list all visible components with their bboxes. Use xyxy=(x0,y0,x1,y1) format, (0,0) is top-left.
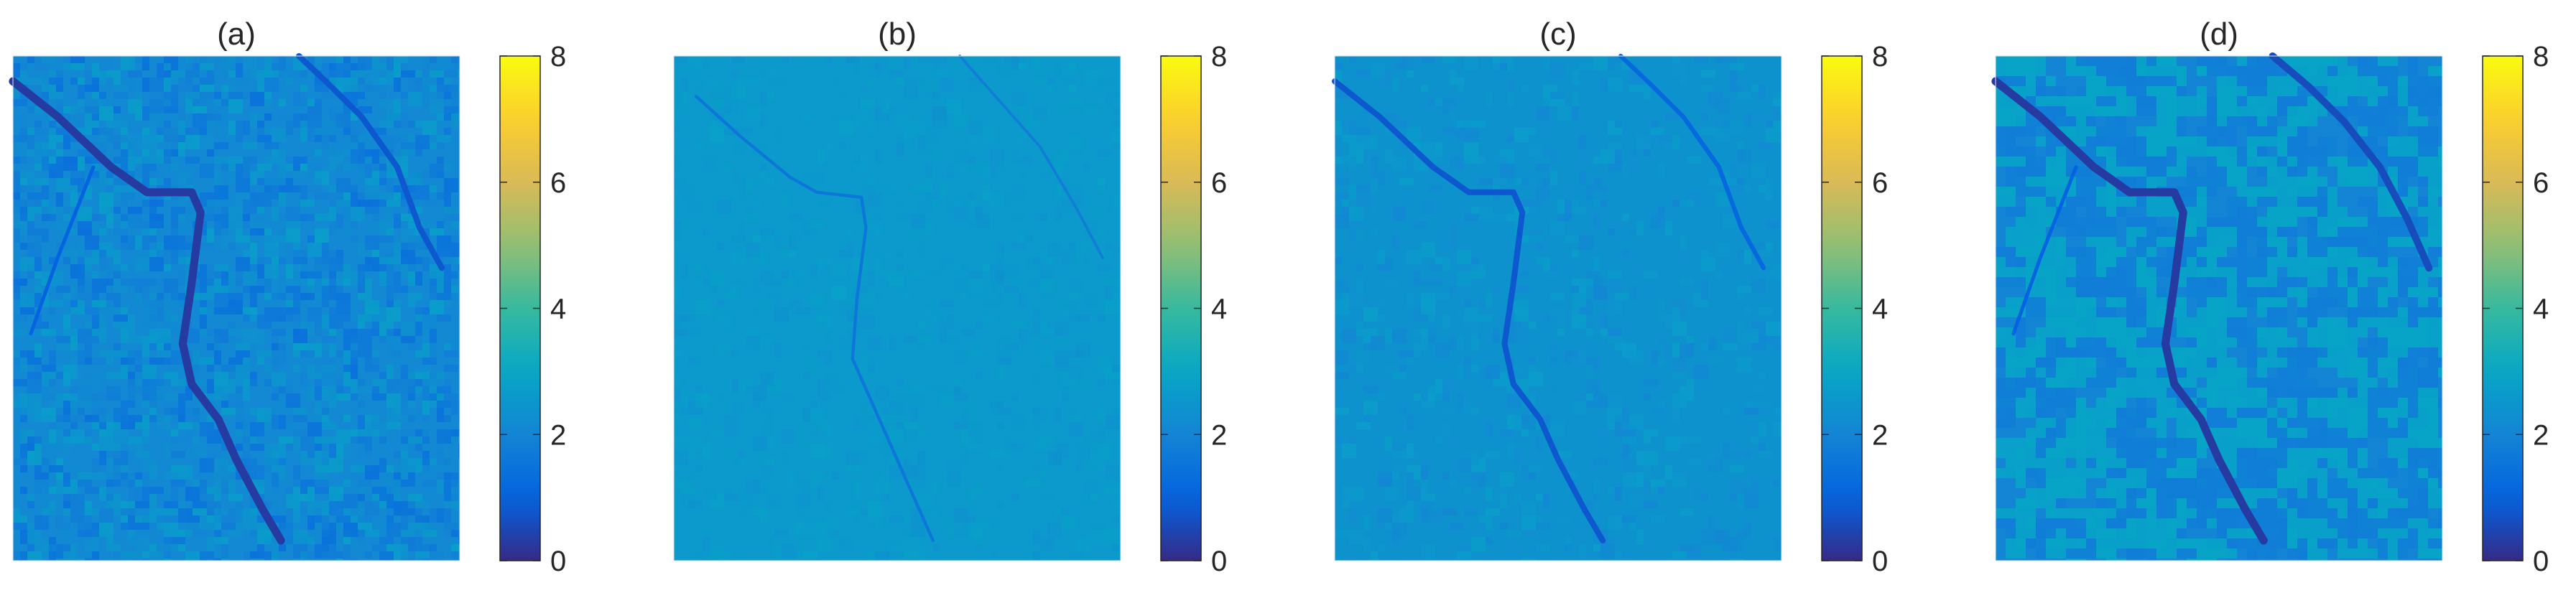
panel-d: (d) 0 2 4 6 8 xyxy=(1991,17,2549,577)
channel-feature-2 xyxy=(1618,53,1766,271)
colorbar-tick-label: 6 xyxy=(1872,167,1888,199)
heatmap-texture xyxy=(1335,56,1782,561)
colorbar-tick-label: 8 xyxy=(1211,41,1227,73)
colorbar-tick-label: 2 xyxy=(1872,419,1888,451)
channel-feature-3 xyxy=(2011,165,2078,336)
colorbar-tick-label: 0 xyxy=(2533,546,2549,577)
heatmap-frame xyxy=(673,55,1121,561)
colorbar-tick-label: 4 xyxy=(1211,294,1227,325)
channel-feature-2 xyxy=(958,55,1104,260)
panel-title: (a) xyxy=(217,17,256,52)
channel-feature-1 xyxy=(1991,77,2268,545)
colorbar-tick-label: 6 xyxy=(1211,167,1227,199)
heatmap-frame xyxy=(1334,55,1782,561)
colorbar-tick-label: 8 xyxy=(550,41,566,73)
panel-a: (a) 0 2 4 6 8 xyxy=(9,17,566,577)
colorbar-tick-label: 8 xyxy=(1872,41,1888,73)
channel-feature-1 xyxy=(1331,78,1606,543)
colorbar-tick-label: 4 xyxy=(550,294,566,325)
colorbar-tick-label: 2 xyxy=(550,419,566,451)
channel-feature-3 xyxy=(29,165,96,336)
colorbar-tick-label: 0 xyxy=(1872,546,1888,577)
panel-title: (c) xyxy=(1539,17,1576,52)
heatmap-frame xyxy=(12,55,460,561)
colorbar-tick-label: 4 xyxy=(2533,294,2549,325)
channel-feature-2 xyxy=(296,52,445,271)
heatmap-frame xyxy=(1995,55,2443,561)
channel-feature-2 xyxy=(2269,52,2433,272)
colorbar-tick-label: 0 xyxy=(550,546,566,577)
panel-c: (c) 0 2 4 6 8 xyxy=(1331,17,1888,577)
colorbar-tick-label: 6 xyxy=(550,167,566,199)
colorbar-tick-label: 2 xyxy=(2533,419,2549,451)
colorbar-tick-label: 8 xyxy=(2533,41,2549,73)
colorbar-tick-label: 2 xyxy=(1211,419,1227,451)
channel-feature-1 xyxy=(694,95,935,543)
panel-title: (d) xyxy=(2200,17,2238,52)
panel-b: (b) 0 2 4 6 8 xyxy=(673,17,1227,577)
heatmap-texture xyxy=(1996,56,2442,561)
panel-title: (b) xyxy=(878,17,917,52)
heatmap-texture xyxy=(674,56,1121,561)
colorbar-tick-label: 4 xyxy=(1872,294,1888,325)
colorbar-tick-label: 6 xyxy=(2533,167,2549,199)
colorbar-tick-label: 0 xyxy=(1211,546,1227,577)
channel-feature-1 xyxy=(9,77,285,545)
